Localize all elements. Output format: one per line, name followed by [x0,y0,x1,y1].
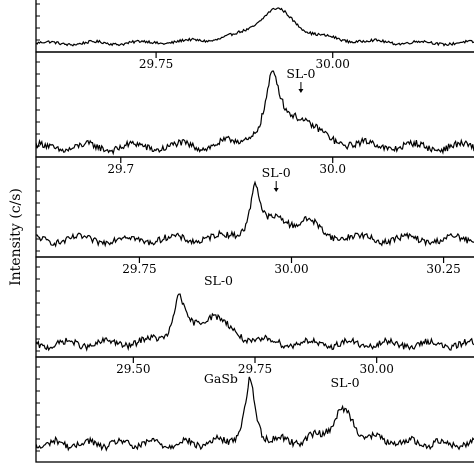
xrd-panel: 29.50 29.75 30.00 GaSb SL-0 [35,356,474,463]
spectrum-trace [35,376,474,452]
x-tick-label: 29.7 [107,162,134,176]
x-tick-label: 29.50 [116,362,150,376]
xrd-panel: 29.75 30.00 30.25 SL-0 [35,256,474,358]
spectrum-trace [35,293,474,352]
y-axis-label: Intensity (c/s) [8,188,24,286]
peak-annotation: GaSb [204,371,238,386]
peak-annotation: SL-0 [204,273,233,288]
xrd-panel [35,0,474,53]
x-tick-label: 29.75 [122,262,156,276]
spectrum-trace [35,7,474,47]
annotation-arrowhead [273,188,279,192]
peak-annotation: SL-0 [262,165,291,180]
xrd-panel: 29.7 30.0 SL-0 [35,156,474,258]
x-tick-label: 29.75 [238,362,272,376]
x-tick-label: 30.00 [359,362,393,376]
x-tick-label: 29.75 [139,57,173,71]
annotation-arrowhead [298,89,304,93]
panel-frame [35,356,474,463]
x-tick-label: 30.25 [426,262,460,276]
spectrum-trace [35,180,474,248]
x-tick-label: 30.00 [274,262,308,276]
x-tick-label: 30.0 [319,162,346,176]
peak-annotation: SL-0 [286,66,315,81]
x-tick-label: 30.00 [316,57,350,71]
spectrum-trace [35,70,474,156]
peak-annotation: SL-0 [331,375,360,390]
